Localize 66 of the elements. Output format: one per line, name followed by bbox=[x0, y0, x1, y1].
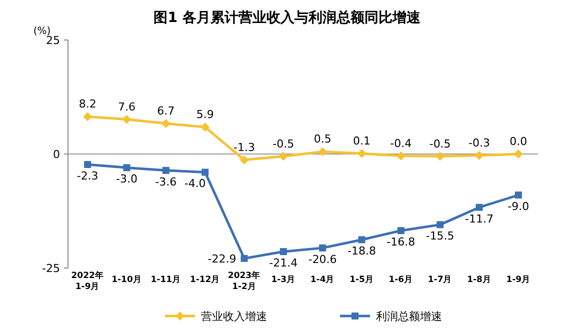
data-label: -4.0 bbox=[184, 177, 206, 190]
data-label: -2.3 bbox=[76, 169, 98, 182]
y-tick-label: 25 bbox=[46, 34, 60, 47]
point bbox=[319, 244, 326, 252]
data-label: -3.0 bbox=[116, 172, 138, 186]
data-label: -20.6 bbox=[308, 252, 337, 266]
point bbox=[318, 147, 328, 156]
data-label: -3.6 bbox=[155, 175, 177, 188]
point bbox=[397, 227, 404, 234]
point bbox=[162, 166, 170, 174]
x-tick-label: 2022年 1-9月 bbox=[71, 270, 104, 292]
x-tick-label: 1-7月 bbox=[428, 274, 452, 285]
point bbox=[396, 151, 406, 160]
point bbox=[474, 150, 484, 160]
point bbox=[240, 155, 249, 164]
point bbox=[436, 221, 444, 228]
data-label: -0.5 bbox=[429, 137, 451, 150]
point bbox=[357, 149, 366, 158]
data-label: 0.5 bbox=[314, 132, 332, 146]
point bbox=[200, 122, 210, 132]
y-tick-label: 0 bbox=[53, 148, 60, 161]
data-label: 0.0 bbox=[510, 135, 528, 148]
data-label: -18.8 bbox=[348, 244, 376, 258]
x-tick-label: 1-12月 bbox=[190, 274, 220, 285]
point bbox=[83, 112, 92, 122]
y-tick-label: -25 bbox=[42, 262, 60, 275]
data-label: -15.5 bbox=[426, 230, 454, 243]
point bbox=[278, 152, 288, 161]
y-axis-title: (%) bbox=[33, 26, 51, 37]
point bbox=[280, 248, 287, 256]
point bbox=[122, 114, 132, 124]
data-label: -0.5 bbox=[272, 137, 294, 150]
data-label: -0.3 bbox=[468, 136, 490, 150]
data-label: 8.2 bbox=[78, 98, 96, 111]
data-label: 0.1 bbox=[353, 134, 370, 148]
data-label: -22.9 bbox=[208, 252, 236, 266]
point bbox=[436, 152, 445, 161]
x-tick-label: 1-10月 bbox=[112, 274, 142, 285]
x-tick-label: 1-4月 bbox=[310, 274, 335, 285]
point bbox=[123, 164, 130, 172]
legend-label: 利润总额增速 bbox=[376, 310, 442, 323]
x-tick-label: 1-11月 bbox=[150, 274, 182, 285]
x-tick-label: 1-9月 bbox=[506, 274, 531, 285]
point bbox=[202, 168, 209, 176]
data-label: 7.6 bbox=[118, 100, 136, 114]
data-label: -21.4 bbox=[269, 256, 298, 270]
x-tick-label: 1-5月 bbox=[350, 274, 374, 285]
chart-title: 图1 各月累计营业收入与利润总额同比增速 bbox=[154, 9, 422, 26]
x-tick-label: 1-3月 bbox=[271, 274, 296, 285]
data-label: 6.7 bbox=[157, 104, 175, 118]
point bbox=[514, 192, 522, 199]
point bbox=[358, 236, 366, 244]
data-label: 5.9 bbox=[196, 108, 214, 122]
point bbox=[240, 254, 248, 262]
point bbox=[476, 204, 483, 211]
data-label: -16.8 bbox=[386, 236, 416, 249]
data-label: -0.4 bbox=[390, 136, 412, 150]
x-tick-label: 2023年 1-2月 bbox=[228, 270, 261, 292]
point bbox=[84, 160, 92, 168]
data-label: -9.0 bbox=[508, 200, 530, 214]
point bbox=[161, 118, 170, 128]
x-tick-label: 1-8月 bbox=[467, 274, 492, 285]
data-label: -11.7 bbox=[465, 212, 494, 226]
x-tick-label: 1-6月 bbox=[388, 274, 414, 285]
data-label: -1.3 bbox=[234, 140, 255, 154]
legend-label: 营业收入增速 bbox=[201, 310, 267, 323]
